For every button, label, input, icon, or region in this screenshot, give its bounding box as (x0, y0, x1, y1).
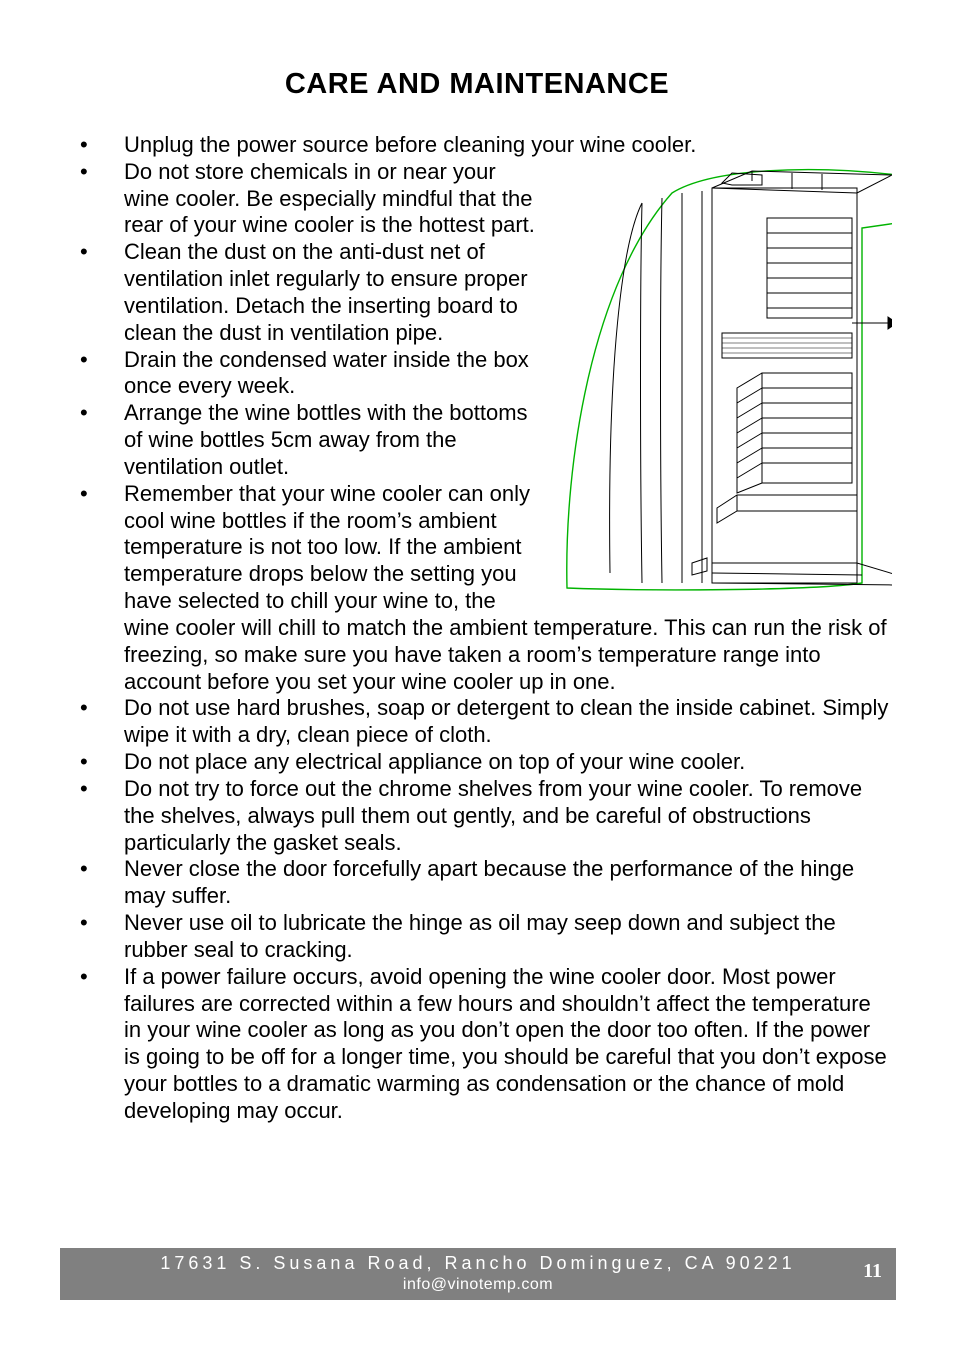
list-item: Never use oil to lubricate the hinge as … (72, 910, 892, 964)
list-item: Do not try to force out the chrome shelv… (72, 776, 892, 856)
list-item: Clean the dust on the anti-dust net of v… (72, 239, 892, 346)
page-footer: 17631 S. Susana Road, Rancho Dominguez, … (60, 1248, 896, 1300)
list-item: Do not store chemicals in or near your w… (72, 159, 892, 239)
footer-email: info@vinotemp.com (60, 1275, 896, 1296)
bullet-list: Unplug the power source before cleaning … (72, 132, 892, 1125)
list-item: Unplug the power source before cleaning … (72, 132, 892, 159)
list-item: Drain the condensed water inside the box… (72, 347, 892, 401)
content-area: Unplug the power source before cleaning … (72, 132, 892, 1125)
list-item: If a power failure occurs, avoid opening… (72, 964, 892, 1125)
list-item: Remember that your wine cooler can only … (72, 481, 892, 696)
list-item: Never close the door forcefully apart be… (72, 856, 892, 910)
page-title: CARE AND MAINTENANCE (0, 68, 954, 101)
list-item: Do not place any electrical appliance on… (72, 749, 892, 776)
list-item-text: Do not store chemicals in or near your w… (124, 159, 535, 238)
footer-address: 17631 S. Susana Road, Rancho Dominguez, … (60, 1253, 896, 1275)
page-number: 11 (863, 1260, 882, 1283)
list-item: Do not use hard brushes, soap or deterge… (72, 695, 892, 749)
manual-page: CARE AND MAINTENANCE Unplug the power so… (0, 0, 954, 1352)
list-item: Arrange the wine bottles with the bottom… (72, 400, 892, 480)
